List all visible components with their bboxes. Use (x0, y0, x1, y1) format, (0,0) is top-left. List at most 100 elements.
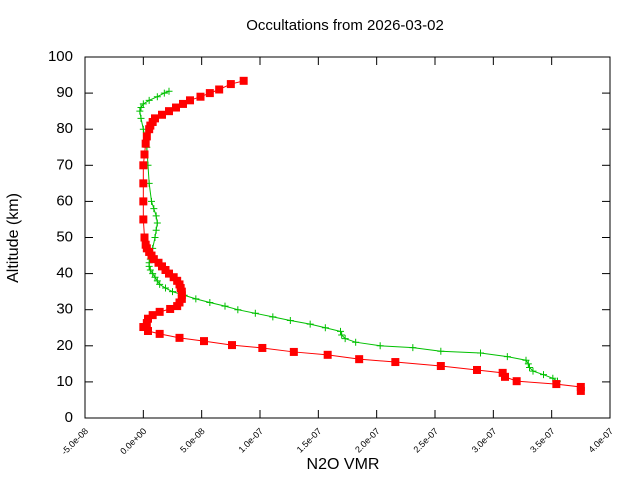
data-point (155, 307, 164, 316)
data-point (540, 371, 547, 379)
data-point (503, 353, 511, 361)
data-point (196, 92, 205, 101)
y-tick-label: 90 (56, 84, 73, 101)
data-point (153, 219, 161, 227)
data-point (338, 331, 346, 339)
data-point (234, 306, 242, 314)
y-tick-label: 100 (48, 48, 73, 65)
data-point (286, 317, 294, 325)
data-point (141, 240, 150, 249)
data-point (221, 302, 229, 310)
data-point (169, 288, 176, 296)
data-point (139, 215, 148, 224)
data-point (289, 347, 298, 356)
data-point (498, 368, 507, 377)
data-point (156, 280, 164, 288)
y-axis-label: Altitude (km) (5, 193, 22, 283)
data-point (139, 197, 148, 206)
data-point (137, 104, 145, 112)
data-point (151, 234, 159, 241)
data-point (251, 309, 259, 317)
data-point (149, 270, 157, 278)
data-point (166, 304, 175, 313)
data-point (576, 382, 585, 391)
data-point (139, 179, 148, 188)
data-point (391, 358, 400, 367)
data-point (192, 295, 200, 303)
data-point (175, 333, 184, 342)
data-point (477, 349, 484, 357)
data-point (148, 197, 155, 205)
y-tick-label: 50 (56, 228, 73, 245)
data-point (552, 380, 561, 389)
data-point (162, 284, 169, 292)
data-point (169, 273, 178, 282)
data-point (215, 85, 224, 94)
data-point (306, 320, 314, 328)
data-point (146, 266, 154, 274)
data-point (140, 233, 149, 242)
data-point (150, 205, 158, 213)
data-point (228, 341, 236, 350)
data-point (152, 212, 160, 220)
data-point (529, 367, 537, 375)
data-point (152, 226, 160, 234)
data-point (436, 362, 445, 371)
chart-title: Occultations from 2026-03-02 (246, 17, 444, 34)
data-point (341, 335, 349, 343)
data-point (160, 89, 168, 97)
data-point (473, 365, 481, 374)
data-point (239, 76, 248, 85)
data-point (526, 363, 533, 371)
data-point (409, 344, 417, 352)
data-point (142, 132, 151, 141)
data-point (524, 360, 532, 368)
data-point (355, 355, 364, 364)
data-point (337, 327, 344, 335)
y-tick-label: 0 (65, 409, 73, 426)
data-point (226, 80, 235, 89)
data-point (158, 110, 166, 119)
data-point (154, 258, 163, 267)
data-point (151, 114, 159, 123)
data-point (142, 319, 151, 328)
data-point (321, 324, 329, 332)
data-point (148, 311, 157, 320)
data-point (153, 93, 161, 101)
y-tick-label: 30 (56, 301, 73, 318)
data-point (136, 107, 144, 115)
data-point (145, 96, 153, 104)
data-point (165, 107, 173, 116)
y-tick-label: 20 (56, 337, 73, 354)
data-point (155, 329, 164, 338)
data-point (376, 342, 384, 350)
data-point (140, 150, 149, 159)
data-point (437, 347, 445, 355)
data-point (139, 100, 147, 108)
data-point (200, 337, 208, 346)
y-tick-label: 40 (56, 265, 73, 282)
data-point (144, 314, 152, 323)
y-tick-label: 70 (56, 156, 73, 173)
data-point (206, 298, 214, 306)
data-point (165, 87, 173, 95)
data-point (179, 99, 187, 108)
data-point (352, 338, 360, 346)
data-point (172, 103, 180, 112)
data-point (153, 277, 161, 285)
y-tick-label: 10 (56, 373, 73, 390)
data-point (144, 326, 152, 335)
data-point (186, 96, 194, 105)
data-point (151, 273, 159, 281)
data-point (141, 139, 150, 148)
data-point (323, 350, 332, 359)
x-axis-label: N2O VMR (307, 456, 380, 473)
data-point (269, 313, 277, 321)
y-tick-label: 80 (56, 120, 73, 137)
data-point (139, 161, 148, 170)
data-point (512, 377, 521, 386)
data-point (205, 89, 214, 98)
data-point (258, 343, 267, 352)
